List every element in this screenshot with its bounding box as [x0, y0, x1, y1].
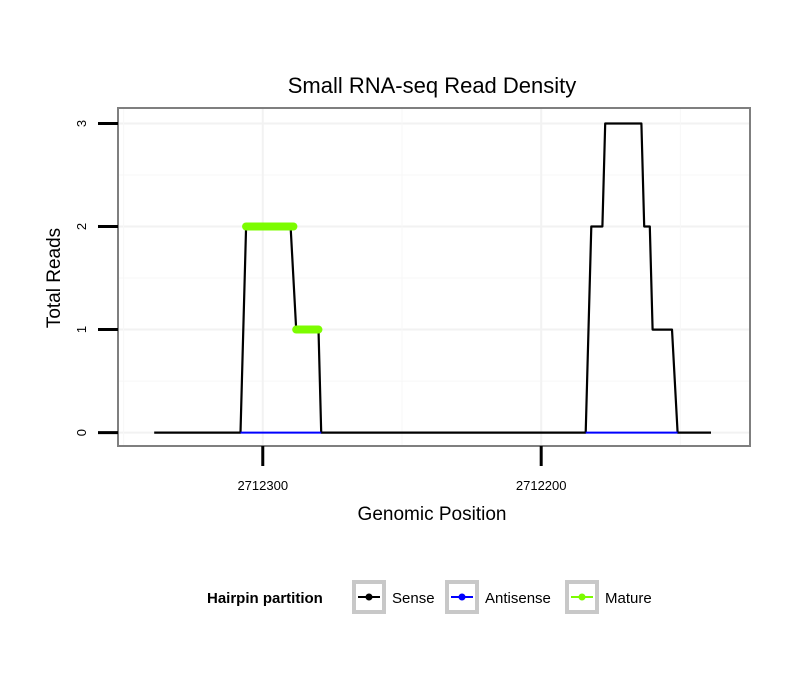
x-axis: 2712300 2712200 [237, 446, 567, 493]
plot-border [117, 107, 751, 447]
legend-label: Antisense [485, 590, 551, 607]
legend-title: Hairpin partition [207, 590, 323, 607]
y-tick-label: 3 [74, 120, 89, 127]
chart-title: Small RNA-seq Read Density [288, 73, 577, 98]
x-tick-label: 2712300 [237, 478, 288, 493]
grid [118, 108, 750, 446]
legend-key-point [578, 593, 586, 601]
legend: Hairpin partition Sense Antisense Mature [207, 580, 652, 614]
plot-background [118, 108, 750, 446]
y-axis: 0 1 2 3 [74, 120, 118, 436]
x-tick-label: 2712200 [516, 478, 567, 493]
legend-item-mature: Mature [565, 580, 652, 614]
legend-key-point [365, 593, 373, 601]
y-tick-label: 0 [74, 429, 89, 436]
legend-key-point [458, 593, 466, 601]
series-layer [154, 122, 711, 434]
legend-label: Sense [392, 590, 435, 607]
x-axis-title: Genomic Position [358, 504, 507, 525]
legend-item-sense: Sense [352, 580, 435, 614]
legend-label: Mature [605, 590, 652, 607]
y-tick-label: 2 [74, 223, 89, 230]
plot-panel [117, 107, 751, 447]
y-axis-title: Total Reads [44, 228, 65, 328]
y-tick-label: 1 [74, 326, 89, 333]
legend-item-antisense: Antisense [445, 580, 551, 614]
